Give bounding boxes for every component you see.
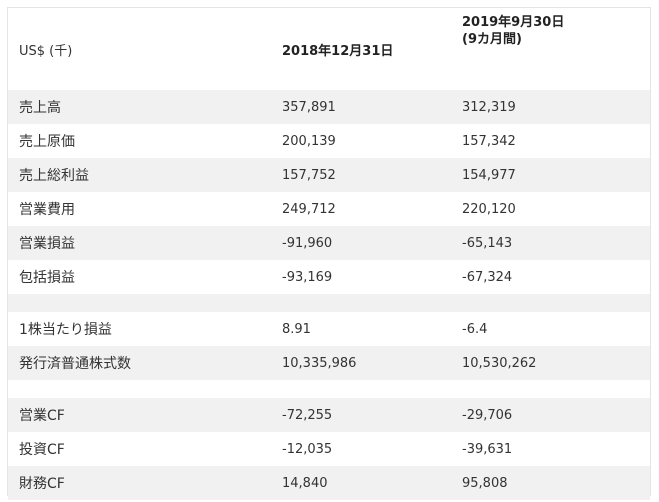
table-row: 営業損益 -91,960 -65,143 [8,226,650,260]
table-row: 包括損益 -93,169 -67,324 [8,260,650,294]
row-label: 営業費用 [19,202,75,218]
table-row: 売上総利益 157,752 154,977 [8,158,650,192]
value-2018: 8.91 [282,321,311,337]
financial-summary-table: US$ (千) 2018年12月31日 2019年9月30日 (9カ月間) 売上… [8,8,650,500]
column-header-2019-date: 2019年9月30日 [462,15,565,30]
value-2018: -72,255 [272,398,452,432]
value-2019: 10,530,262 [452,346,650,380]
value-2018: -12,035 [282,441,333,457]
table-row: 投資CF -12,035 -39,631 [8,432,650,466]
financial-table-container: US$ (千) 2018年12月31日 2019年9月30日 (9カ月間) 売上… [7,7,651,500]
row-label: 売上高 [8,90,272,124]
table-row: 営業費用 249,712 220,120 [8,192,650,226]
table-row: 発行済普通株式数 10,335,986 10,530,262 [8,346,650,380]
value-2018: 249,712 [282,201,336,217]
row-label: 売上原価 [19,134,75,150]
table-body: 売上高 357,891 312,319 売上原価 200,139 157,342… [8,90,650,500]
value-2018: 200,139 [282,133,336,149]
row-label: 売上総利益 [8,158,272,192]
value-2018: 157,752 [272,158,452,192]
value-2019: -65,143 [452,226,650,260]
value-2019: 157,342 [462,133,516,149]
section-divider [8,294,650,312]
column-header-2019: 2019年9月30日 (9カ月間) [452,8,650,90]
value-2018: -93,169 [282,269,333,285]
table-row: 営業CF -72,255 -29,706 [8,398,650,432]
value-2019: -39,631 [462,441,513,457]
row-label: 包括損益 [19,270,75,286]
value-2018: 357,891 [272,90,452,124]
value-2018: 14,840 [272,466,452,500]
value-2019: 312,319 [452,90,650,124]
row-label: 営業損益 [8,226,272,260]
row-label: 1株当たり損益 [19,322,112,338]
value-2019: 220,120 [462,201,516,217]
row-label: 発行済普通株式数 [8,346,272,380]
value-2019: -6.4 [462,321,488,337]
value-2018: 10,335,986 [272,346,452,380]
column-header-2018: 2018年12月31日 [282,43,394,59]
value-2019: -67,324 [462,269,513,285]
table-header: US$ (千) 2018年12月31日 2019年9月30日 (9カ月間) [8,8,650,90]
table-row: 売上原価 200,139 157,342 [8,124,650,158]
value-2019: -29,706 [452,398,650,432]
section-divider [8,380,650,398]
value-2018: -91,960 [272,226,452,260]
row-label: 営業CF [8,398,272,432]
row-label: 投資CF [19,442,65,458]
table-row: 1株当たり損益 8.91 -6.4 [8,312,650,346]
value-2019: 154,977 [452,158,650,192]
row-label: 財務CF [8,466,272,500]
table-row: 財務CF 14,840 95,808 [8,466,650,500]
unit-label: US$ (千) [19,43,73,59]
column-header-2019-period: (9カ月間) [462,32,522,47]
value-2019: 95,808 [452,466,650,500]
table-row: 売上高 357,891 312,319 [8,90,650,124]
